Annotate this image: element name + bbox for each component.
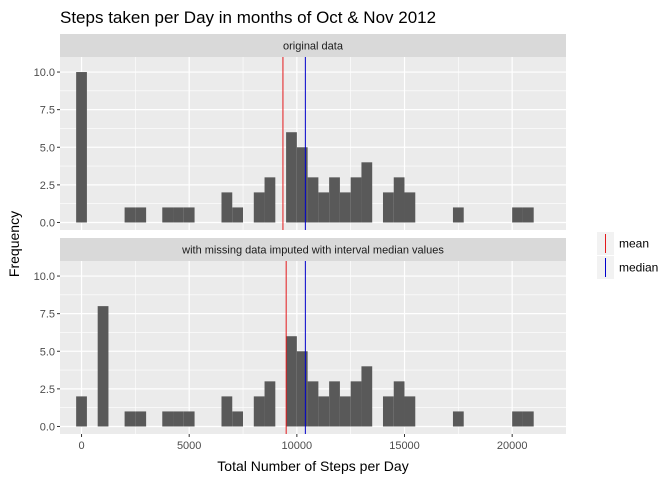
- x-tick-label: 5000: [177, 440, 201, 452]
- y-tick-label: 5.0: [40, 142, 55, 154]
- facet-strip: [60, 238, 566, 261]
- facet-panel: with missing data imputed with interval …: [34, 238, 566, 452]
- x-tick-label: 0: [78, 440, 84, 452]
- histogram-bar: [232, 411, 244, 427]
- histogram-bar: [350, 381, 362, 427]
- legend-label: median: [619, 261, 658, 275]
- y-tick-label: 10.0: [34, 67, 55, 79]
- histogram-bar: [286, 336, 297, 427]
- histogram-bar: [124, 207, 136, 223]
- y-axis-label: Frequency: [6, 211, 22, 277]
- histogram-bar: [135, 411, 147, 427]
- histogram-bar: [296, 351, 308, 427]
- histogram-bar: [512, 207, 523, 223]
- histogram-bar: [173, 411, 184, 427]
- facet-panel: original data 0.0 2.5 5.0 7.5 10.0: [34, 34, 566, 230]
- histogram-bar: [350, 177, 362, 223]
- histogram-bar: [286, 132, 297, 223]
- y-tick-label: 5.0: [40, 346, 55, 358]
- x-tick-label: 20000: [497, 440, 528, 452]
- y-tick-label: 2.5: [40, 384, 55, 396]
- histogram-bar: [339, 192, 351, 223]
- histogram-bar: [307, 381, 319, 427]
- histogram-bar: [452, 411, 464, 427]
- histogram-bar: [404, 192, 416, 223]
- histogram-bar: [512, 411, 523, 427]
- histogram-bar: [522, 207, 534, 223]
- histogram-bar: [135, 207, 147, 223]
- chart-title: Steps taken per Day in months of Oct & N…: [60, 8, 436, 27]
- histogram-bar: [173, 207, 184, 223]
- y-tick-label: 7.5: [40, 105, 55, 117]
- x-tick-label: 15000: [389, 440, 420, 452]
- histogram-bar: [361, 366, 373, 427]
- histogram-bar: [296, 147, 308, 223]
- histogram-bar: [183, 411, 195, 427]
- histogram-bar: [97, 306, 109, 427]
- histogram-bar: [264, 381, 276, 427]
- y-tick-label: 0.0: [40, 421, 55, 433]
- histogram-bar: [393, 177, 405, 223]
- histogram-bar: [232, 207, 244, 223]
- histogram-bar: [382, 192, 394, 223]
- y-tick-label: 10.0: [34, 271, 55, 283]
- histogram-bar: [522, 411, 534, 427]
- y-tick-label: 0.0: [40, 217, 55, 229]
- histogram-bar: [124, 411, 136, 427]
- histogram-bar: [404, 396, 416, 427]
- histogram-bar: [221, 192, 233, 223]
- y-tick-label: 7.5: [40, 309, 55, 321]
- histogram-bar: [221, 396, 233, 427]
- histogram-bar: [76, 396, 87, 427]
- histogram-bar: [361, 162, 373, 223]
- facet-strip-label: original data: [283, 41, 344, 53]
- y-tick-label: 2.5: [40, 180, 55, 192]
- legend-item: median: [597, 256, 658, 279]
- histogram-bar: [318, 192, 330, 223]
- legend-label: mean: [619, 237, 649, 251]
- histogram-bar: [162, 411, 174, 427]
- histogram-bar: [329, 177, 340, 223]
- histogram-bar: [253, 396, 265, 427]
- histogram-bar: [452, 207, 464, 223]
- histogram-bar: [162, 207, 174, 223]
- histogram-bar: [393, 381, 405, 427]
- histogram-bar: [76, 72, 87, 223]
- histogram-bar: [264, 177, 276, 223]
- histogram-bar: [382, 396, 394, 427]
- histogram-bar: [183, 207, 195, 223]
- x-tick-label: 10000: [282, 440, 313, 452]
- histogram-bar: [329, 381, 340, 427]
- histogram-bar: [253, 192, 265, 223]
- legend-item: mean: [597, 232, 649, 255]
- legend: mean median: [597, 232, 658, 279]
- histogram-bar: [339, 396, 351, 427]
- histogram-bar: [318, 396, 330, 427]
- x-axis-label: Total Number of Steps per Day: [217, 458, 408, 474]
- facet-strip: [60, 34, 566, 57]
- facet-strip-label: with missing data imputed with interval …: [181, 245, 444, 257]
- histogram-bar: [307, 177, 319, 223]
